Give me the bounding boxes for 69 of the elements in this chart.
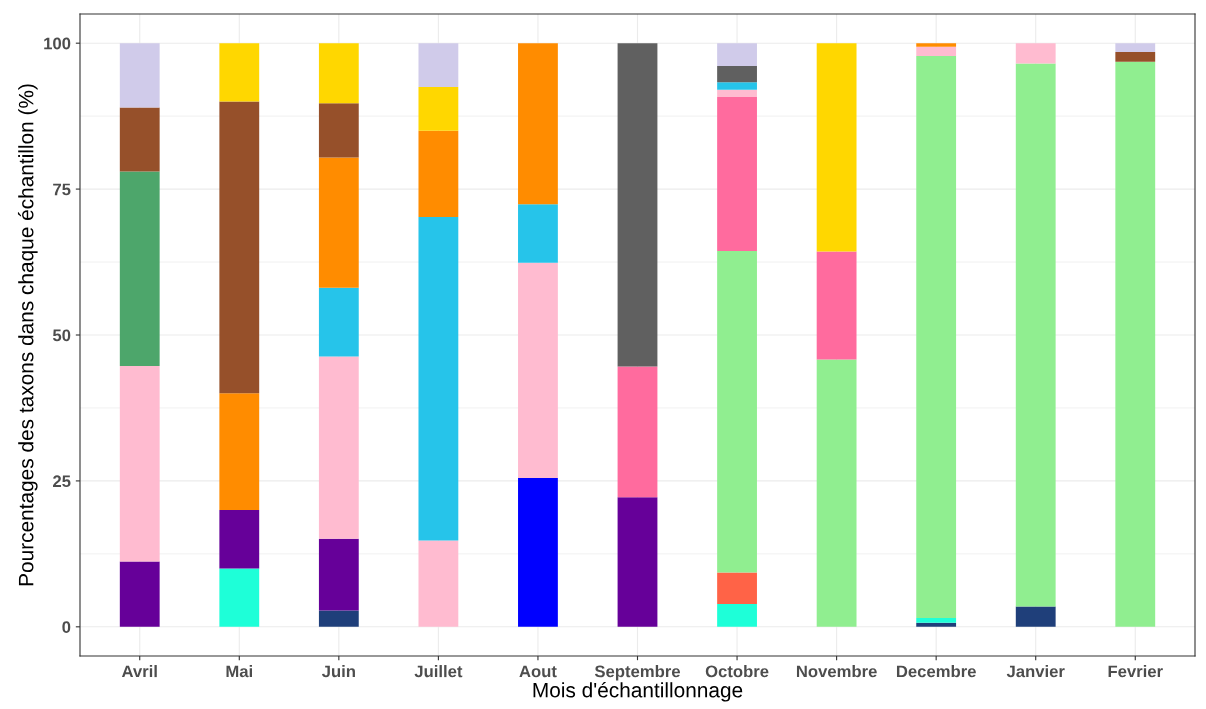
bar	[318, 538, 359, 611]
x-tick-label: Avril	[121, 665, 157, 678]
bar	[1015, 606, 1056, 627]
bar	[318, 287, 359, 357]
bar	[418, 217, 459, 541]
bar	[717, 96, 757, 251]
bar	[119, 171, 160, 366]
x-tick-label: Juin	[321, 665, 355, 678]
bar	[418, 43, 459, 87]
bar	[816, 43, 857, 252]
bar	[219, 101, 260, 394]
bar	[1015, 43, 1056, 64]
x-axis-title: Mois d'échantillonnage	[533, 681, 743, 702]
bar	[518, 262, 558, 478]
x-tick-label: Janvier	[1006, 665, 1065, 678]
bar	[617, 497, 658, 627]
x-tick-label: Novembre	[796, 665, 877, 678]
bar	[318, 43, 359, 104]
bar	[318, 103, 359, 158]
bar	[119, 365, 160, 562]
x-tick-label: Octobre	[705, 665, 769, 678]
bar	[1015, 63, 1056, 607]
bar	[518, 477, 558, 627]
bar	[219, 43, 260, 102]
bar	[219, 393, 260, 511]
bar	[1115, 51, 1156, 62]
x-tick-label: Mai	[226, 665, 252, 678]
bar	[717, 250, 757, 573]
bar	[916, 56, 957, 619]
bar	[816, 359, 857, 627]
bar	[219, 510, 260, 569]
x-tick-label: Juillet	[414, 665, 463, 678]
y-tick-label: 75	[53, 183, 71, 196]
bar	[1115, 61, 1156, 627]
bar	[318, 356, 359, 539]
bar	[916, 43, 957, 47]
bar	[916, 618, 957, 623]
bar	[717, 82, 757, 90]
bar	[717, 604, 757, 627]
bar	[1115, 43, 1156, 52]
y-tick-label: 50	[52, 329, 71, 342]
bar	[717, 65, 757, 83]
bar	[119, 107, 160, 172]
bar	[318, 157, 359, 288]
bar	[717, 89, 757, 97]
x-tick-label: Fevrier	[1108, 665, 1163, 678]
bar	[219, 568, 260, 627]
bar	[717, 43, 757, 66]
bar	[916, 622, 957, 627]
bar	[916, 46, 957, 57]
bar	[119, 561, 160, 627]
bar	[119, 43, 160, 108]
bar	[518, 43, 558, 205]
y-tick-label: 25	[53, 475, 71, 488]
bar	[518, 204, 558, 263]
bar	[418, 86, 459, 131]
x-tick-label: Septembre	[594, 665, 680, 681]
bar	[717, 572, 757, 605]
y-axis-title: Pourcentages des taxons dans chaque échantillon (%)	[17, 84, 38, 586]
bar	[816, 251, 857, 360]
x-tick-label: Aout	[519, 665, 557, 678]
x-tick-label: Decembre	[896, 665, 976, 678]
bar	[617, 366, 658, 498]
bar	[418, 130, 459, 218]
bar	[418, 540, 459, 627]
y-tick-label: 0	[62, 621, 71, 634]
bar	[617, 43, 658, 367]
bar	[318, 610, 359, 627]
y-tick-label: 100	[44, 37, 71, 50]
